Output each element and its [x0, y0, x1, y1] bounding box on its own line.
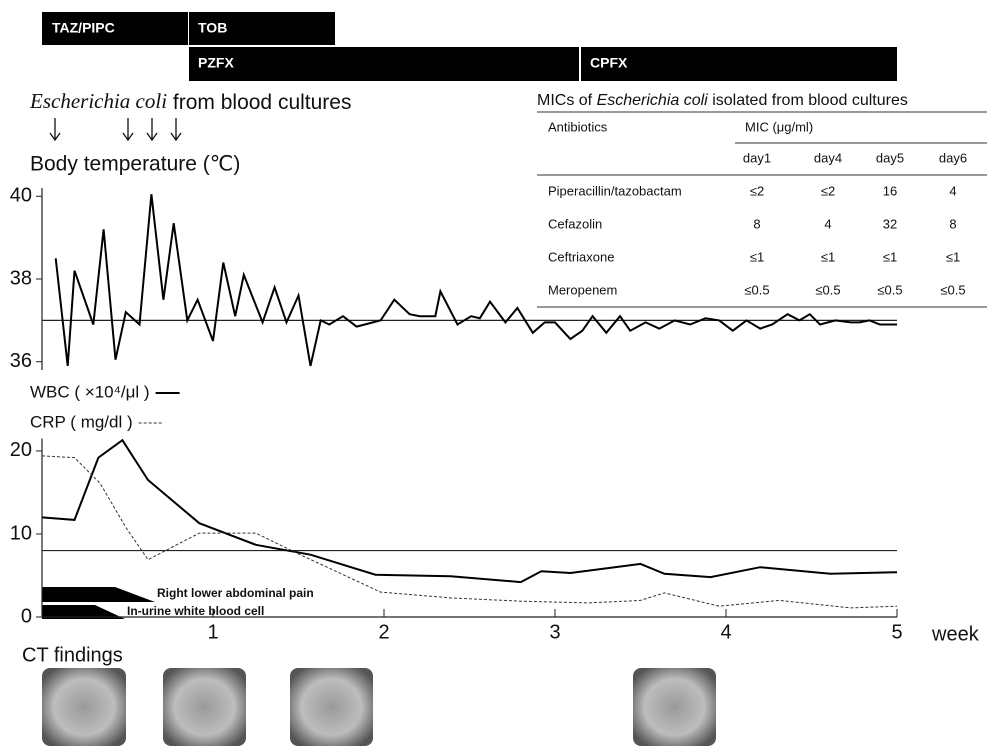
culture-arrows: [50, 118, 181, 140]
ct-image: [163, 668, 246, 746]
organism: Escherichia coli: [29, 89, 167, 113]
x-tick-label: 2: [378, 621, 389, 643]
table-cell: 32: [883, 216, 897, 231]
table-cell: Piperacillin/tazobactam: [548, 183, 682, 198]
table-cell: 16: [883, 183, 897, 198]
x-tick-label: 5: [891, 621, 902, 643]
title-suffix: isolated from blood cultures: [712, 92, 908, 109]
cultures-label: Escherichia coli from blood cultures: [29, 89, 351, 114]
y-tick-label: 20: [10, 439, 32, 461]
therapy-label: TAZ/PIPC: [52, 20, 115, 36]
table-cell: ≤0.5: [877, 282, 902, 297]
arrow: [50, 118, 60, 140]
arrow: [171, 118, 181, 140]
table-cell: Meropenem: [548, 282, 617, 297]
table-cell: 8: [949, 216, 956, 231]
table-title: MICs of Escherichia coli isolated from b…: [537, 92, 908, 109]
legend-label: CRP ( mg/dl ): [30, 412, 133, 431]
ct-image: [633, 668, 716, 746]
therapy-label: CPFX: [590, 55, 628, 71]
table-cell: ≤1: [750, 249, 764, 264]
y-tick-label: 36: [10, 350, 32, 372]
table-day: day5: [876, 150, 904, 165]
table-cell: ≤1: [946, 249, 960, 264]
title-prefix: MICs of: [537, 92, 593, 109]
title-italic: Escherichia coli: [597, 92, 709, 109]
symptom-bar: [42, 587, 155, 602]
table-cell: ≤2: [750, 183, 764, 198]
therapy-bar: [581, 47, 897, 81]
therapy-bar: [189, 47, 579, 81]
table-cell: 4: [824, 216, 831, 231]
antibiotic-bars: TAZ/PIPC TOB PZFX CPFX: [42, 12, 897, 81]
table-cell: ≤2: [821, 183, 835, 198]
x-tick-label: 3: [549, 621, 560, 643]
y-tick-label: 38: [10, 267, 32, 289]
figure: TAZ/PIPC TOB PZFX CPFX Escherichia coli …: [0, 0, 991, 746]
ct-image: [42, 668, 126, 746]
table-cell: Cefazolin: [548, 216, 602, 231]
ct-images: [42, 668, 716, 746]
symptom-label: Right lower abdominal pain: [157, 586, 314, 600]
therapy-label: TOB: [198, 20, 227, 36]
table-header: Antibiotics: [548, 119, 608, 134]
data-line: [42, 456, 897, 608]
table-day: day6: [939, 150, 967, 165]
table-day: day4: [814, 150, 842, 165]
y-tick-label: 0: [21, 605, 32, 627]
legend-label: WBC ( ×10⁴/μl ): [30, 382, 150, 401]
arrow: [123, 118, 133, 140]
ct-image: [290, 668, 373, 746]
table-cell: ≤0.5: [744, 282, 769, 297]
x-axis-label: week: [931, 623, 980, 645]
table-cell: ≤1: [883, 249, 897, 264]
y-tick-label: 40: [10, 185, 32, 207]
x-tick-label: 4: [720, 621, 731, 643]
symptom-label: In-urine white blood cell: [127, 604, 264, 618]
x-tick-label: 1: [207, 621, 218, 643]
mic-table: MICs of Escherichia coli isolated from b…: [532, 88, 990, 310]
arrow: [147, 118, 157, 140]
table-cell: 8: [753, 216, 760, 231]
table-day: day1: [743, 150, 771, 165]
table-cell: Ceftriaxone: [548, 249, 614, 264]
table-cell: ≤0.5: [940, 282, 965, 297]
data-line: [42, 440, 897, 582]
cultures-text: from blood cultures: [173, 91, 352, 114]
ct-title: CT findings: [22, 644, 123, 666]
table-cell: ≤1: [821, 249, 835, 264]
table-header: MIC (μg/ml): [745, 119, 813, 134]
temp-title: Body temperature (℃): [30, 153, 240, 176]
y-tick-label: 10: [10, 522, 32, 544]
table-cell: 4: [949, 183, 956, 198]
therapy-label: PZFX: [198, 55, 234, 71]
table-cell: ≤0.5: [815, 282, 840, 297]
